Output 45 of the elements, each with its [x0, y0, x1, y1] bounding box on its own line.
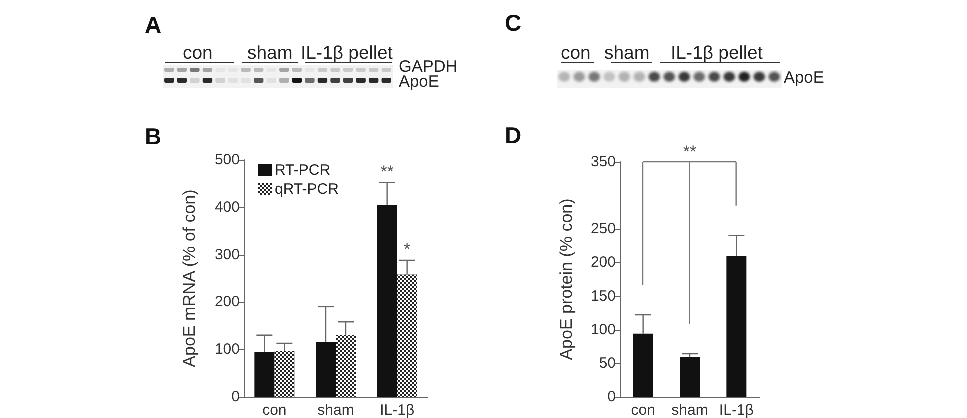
- y-tick-label: 400: [214, 198, 240, 216]
- text: IL-1β pellet: [301, 42, 393, 63]
- annotation: *: [404, 240, 412, 259]
- legend-label: qRT-PCR: [275, 181, 340, 198]
- annotation: **: [380, 162, 394, 182]
- y-tick-label: 200: [214, 294, 240, 311]
- bar: [377, 205, 398, 397]
- bar: [726, 256, 747, 397]
- y-tick-label: 100: [590, 321, 616, 338]
- text: A: [145, 12, 162, 38]
- x-tick-label: con: [631, 402, 656, 418]
- text: con: [183, 42, 213, 63]
- text: ApoE: [784, 69, 824, 87]
- y-tick-label: 0: [608, 388, 616, 406]
- text: C: [505, 10, 522, 36]
- y-tick-label: 250: [590, 220, 616, 238]
- bar: [680, 357, 700, 397]
- chart-title: D: [505, 122, 522, 148]
- y-axis-title: ApoE mRNA (% of con): [180, 190, 199, 368]
- legend-label: RT-PCR: [275, 162, 331, 179]
- text: IL-1β pellet: [671, 42, 763, 63]
- x-tick-label: IL-1β: [719, 402, 754, 418]
- y-axis-title: ApoE protein (% con): [557, 198, 576, 360]
- text: GAPDH: [399, 58, 458, 76]
- text: sham: [248, 42, 293, 63]
- y-tick-label: 100: [214, 341, 240, 358]
- y-tick-label: 500: [214, 152, 240, 168]
- text: con: [561, 42, 591, 63]
- y-tick-label: 0: [232, 388, 240, 406]
- y-tick-label: 50: [599, 354, 616, 372]
- y-tick-label: 150: [590, 288, 616, 305]
- bar: [316, 342, 336, 397]
- x-tick-label: sham: [672, 402, 708, 418]
- y-tick-label: 200: [590, 254, 616, 272]
- text: **: [683, 142, 697, 162]
- x-tick-label: IL-1β: [380, 402, 415, 418]
- bar: [254, 352, 275, 397]
- y-tick-label: 350: [590, 154, 616, 170]
- y-tick-label: 300: [214, 246, 240, 264]
- text: ApoE: [399, 73, 440, 91]
- x-tick-label: con: [262, 402, 287, 418]
- x-tick-label: sham: [318, 402, 354, 418]
- bar: [633, 334, 654, 397]
- text: sham: [604, 42, 650, 63]
- chart-title: B: [145, 124, 162, 150]
